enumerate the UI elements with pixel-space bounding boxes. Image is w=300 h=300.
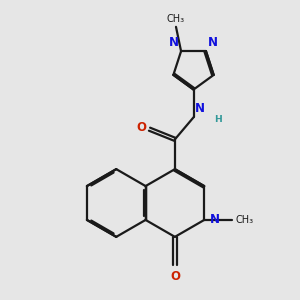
- Text: CH₃: CH₃: [236, 215, 254, 225]
- Text: O: O: [170, 270, 180, 283]
- Text: N: N: [195, 102, 205, 115]
- Text: O: O: [136, 121, 146, 134]
- Text: N: N: [169, 36, 179, 49]
- Text: CH₃: CH₃: [167, 14, 185, 24]
- Text: N: N: [209, 213, 220, 226]
- Text: H: H: [214, 115, 221, 124]
- Text: N: N: [208, 36, 218, 49]
